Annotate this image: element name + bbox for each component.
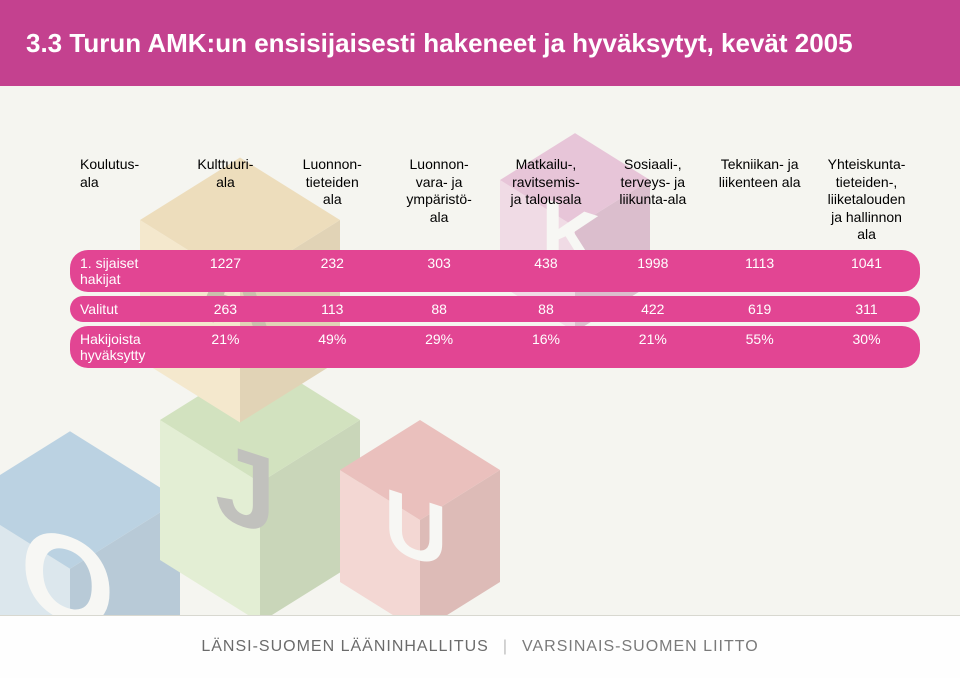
cell: 113 [279,296,386,322]
col-header: Sosiaali-, terveys- ja liikunta-ala [599,150,706,250]
cell: 1113 [706,250,813,292]
cell: 311 [813,296,920,322]
cell: 263 [172,296,279,322]
cell: 422 [599,296,706,322]
cell: 21% [599,326,706,368]
cell: 88 [386,296,493,322]
row-label: 1. sijaiset hakijat [70,250,172,292]
data-table: Koulutus- ala Kulttuuri- ala Luonnon- ti… [70,150,920,372]
footer-band: LÄNSI-SUOMEN LÄÄNINHALLITUS | VARSINAIS-… [0,615,960,678]
svg-text:U: U [384,469,448,588]
col-header: Matkailu-, ravitsemis- ja talousala [493,150,600,250]
cell: 49% [279,326,386,368]
col-header: Tekniikan- ja liikenteen ala [706,150,813,250]
cell: 438 [493,250,600,292]
table-header-row: Koulutus- ala Kulttuuri- ala Luonnon- ti… [70,150,920,250]
cell: 29% [386,326,493,368]
footer-brand-2: VARSINAIS-SUOMEN LIITTO [522,638,759,656]
row-label: Valitut [70,296,172,322]
cell: 303 [386,250,493,292]
col-header: Luonnon- vara- ja ympäristö- ala [386,150,493,250]
table-row: Hakijoista hyväksytty21%49%29%16%21%55%3… [70,326,920,368]
footer-brand-1: LÄNSI-SUOMEN LÄÄNINHALLITUS [201,638,489,656]
cell: 1227 [172,250,279,292]
row-label: Hakijoista hyväksytty [70,326,172,368]
col-header: Koulutus- ala [70,150,172,250]
cell: 1998 [599,250,706,292]
footer-separator: | [503,638,508,656]
data-table-wrap: Koulutus- ala Kulttuuri- ala Luonnon- ti… [70,150,920,372]
cell: 88 [493,296,600,322]
table-row: Valitut2631138888422619311 [70,296,920,322]
col-header: Kulttuuri- ala [172,150,279,250]
col-header: Yhteiskunta- tieteiden-, liiketalouden j… [813,150,920,250]
cell: 1041 [813,250,920,292]
cell: 30% [813,326,920,368]
page-title: 3.3 Turun AMK:un ensisijaisesti hakeneet… [26,28,853,59]
cell: 55% [706,326,813,368]
cell: 232 [279,250,386,292]
header-band: 3.3 Turun AMK:un ensisijaisesti hakeneet… [0,0,960,86]
cell: 21% [172,326,279,368]
table-row: 1. sijaiset hakijat122723230343819981113… [70,250,920,292]
cell: 619 [706,296,813,322]
cell: 16% [493,326,600,368]
col-header: Luonnon- tieteiden ala [279,150,386,250]
svg-text:J: J [215,417,276,560]
